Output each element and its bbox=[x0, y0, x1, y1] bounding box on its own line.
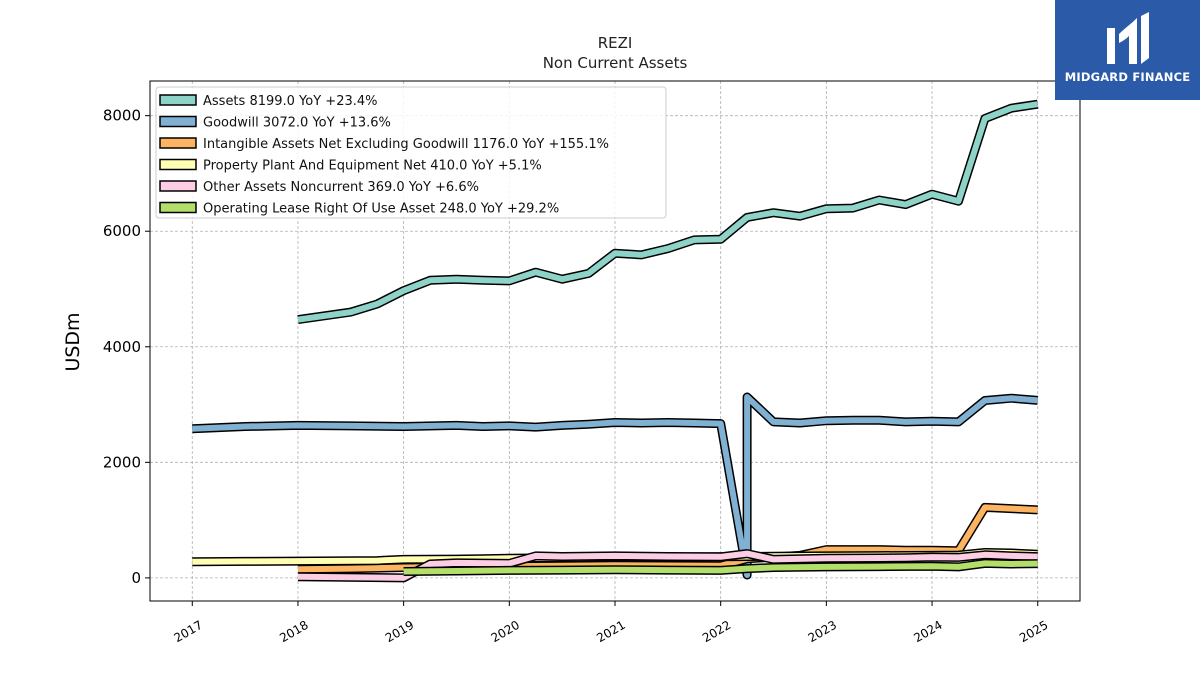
x-axis-ticks: 2017 2018 2019 2020 2021 2022 2023 2024 2025 bbox=[172, 601, 1050, 645]
chart-title: REZI bbox=[598, 34, 633, 52]
x-tick-label: 2020 bbox=[489, 618, 522, 645]
chart-subtitle: Non Current Assets bbox=[543, 54, 688, 72]
y-tick-label: 0 bbox=[131, 569, 141, 587]
legend-entry: Goodwill 3072.0 YoY +13.6% bbox=[203, 116, 391, 131]
x-tick-label: 2021 bbox=[594, 618, 627, 645]
legend-swatch bbox=[159, 137, 197, 149]
legend-swatch bbox=[159, 201, 197, 214]
legend-entry: Operating Lease Right Of Use Asset 248.0… bbox=[203, 202, 559, 217]
y-axis-label: USDm bbox=[62, 312, 84, 371]
legend-entry: Other Assets Noncurrent 369.0 YoY +6.6% bbox=[203, 180, 479, 195]
chart-titles: REZI Non Current Assets bbox=[543, 34, 688, 72]
x-tick-label: 2023 bbox=[806, 618, 839, 645]
x-tick-label: 2018 bbox=[277, 618, 310, 645]
series-line-1 bbox=[192, 394, 1038, 578]
midgard-logo-icon bbox=[1107, 12, 1149, 64]
y-tick-label: 8000 bbox=[103, 107, 141, 125]
series-line-4 bbox=[297, 550, 1038, 581]
x-tick-label: 2017 bbox=[172, 618, 205, 645]
series-line-0 bbox=[297, 101, 1039, 323]
y-tick-label: 6000 bbox=[103, 222, 141, 240]
legend: Assets 8199.0 YoY +23.4% Goodwill 3072.0 … bbox=[155, 86, 667, 219]
y-axis-ticks: 0 2000 4000 6000 8000 bbox=[103, 107, 150, 587]
x-tick-label: 2022 bbox=[700, 618, 733, 645]
legend-entry: Property Plant And Equipment Net 410.0 Y… bbox=[203, 159, 542, 174]
logo-brand-text: MIDGARD FINANCE bbox=[1064, 70, 1191, 84]
x-tick-label: 2024 bbox=[911, 618, 944, 645]
x-tick-label: 2019 bbox=[383, 618, 416, 645]
legend-swatch bbox=[159, 180, 197, 192]
legend-entry: Intangible Assets Net Excluding Goodwill… bbox=[203, 137, 609, 152]
legend-entry: Assets 8199.0 YoY +23.4% bbox=[203, 94, 378, 109]
legend-swatch bbox=[159, 115, 197, 128]
legend-swatch bbox=[159, 94, 197, 106]
legend-swatch bbox=[159, 158, 197, 171]
series-lines bbox=[192, 99, 1039, 583]
series-line-5 bbox=[403, 560, 1038, 575]
logo-badge: MIDGARD FINANCE bbox=[1055, 0, 1200, 100]
legend-box bbox=[155, 86, 667, 219]
y-tick-label: 4000 bbox=[103, 338, 141, 356]
x-tick-label: 2025 bbox=[1017, 618, 1050, 645]
y-tick-label: 2000 bbox=[103, 453, 141, 471]
